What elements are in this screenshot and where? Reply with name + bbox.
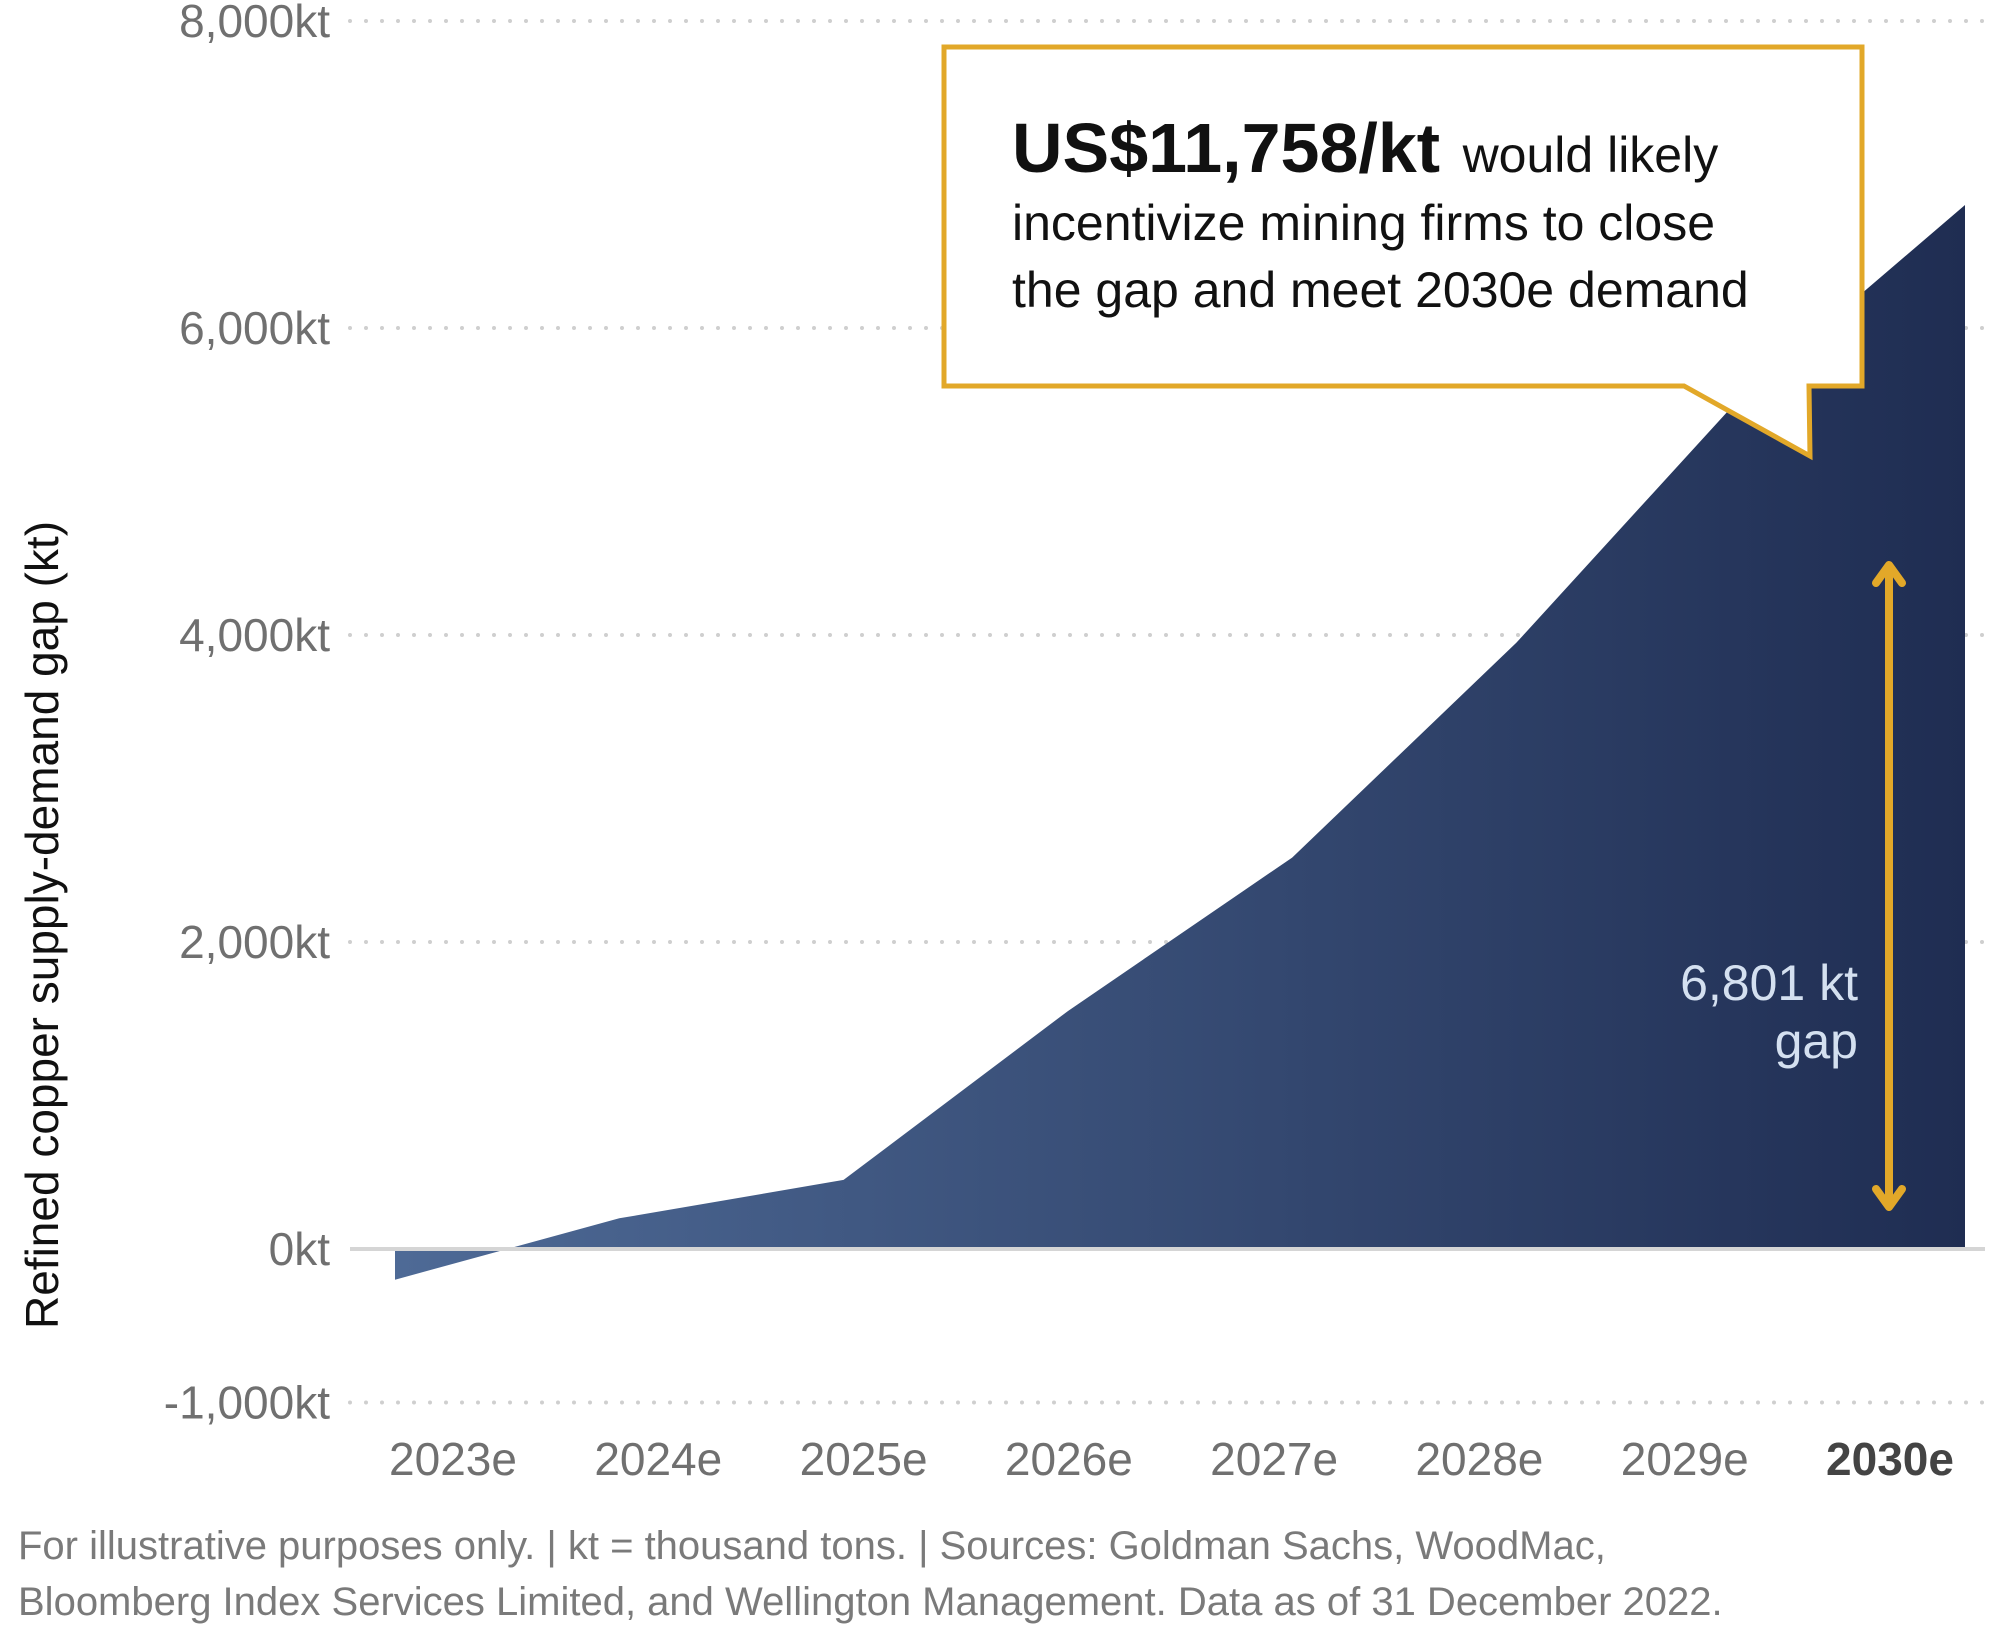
x-tick-label: 2030e bbox=[1826, 1433, 1954, 1485]
x-tick-label: 2025e bbox=[800, 1433, 928, 1485]
x-tick-label: 2027e bbox=[1210, 1433, 1338, 1485]
callout-line-1: US$11,758/kt would likely bbox=[1012, 109, 1718, 187]
y-tick-label: 0kt bbox=[269, 1223, 331, 1275]
x-tick-label: 2024e bbox=[594, 1433, 722, 1485]
gap-arrow-head-up bbox=[1872, 561, 1906, 587]
area-fill bbox=[395, 205, 1965, 1280]
y-axis: 8,000kt 6,000kt 4,000kt 2,000kt 0kt -1,000kt bbox=[164, 0, 330, 1429]
y-tick-label: 2,000kt bbox=[179, 916, 330, 968]
callout-line-1-rest: would likely bbox=[1462, 127, 1719, 183]
callout-bubble bbox=[941, 44, 1865, 461]
callout-box: US$11,758/kt would likely incentivize mi… bbox=[941, 44, 1865, 461]
x-axis: 2023e 2024e 2025e 2026e 2027e 2028e 2029e 2030e bbox=[389, 1433, 1954, 1485]
gap-arrow-head-down bbox=[1872, 1185, 1906, 1211]
callout-line-3: the gap and meet 2030e demand bbox=[1012, 262, 1749, 318]
y-tick-label: -1,000kt bbox=[164, 1377, 330, 1429]
gap-arrow bbox=[1872, 561, 1906, 1211]
y-tick-label: 8,000kt bbox=[179, 0, 330, 47]
gap-label: 6,801 kt gap bbox=[1680, 955, 1858, 1069]
callout-price: US$11,758/kt bbox=[1012, 109, 1440, 187]
y-tick-label: 4,000kt bbox=[179, 609, 330, 661]
gap-label-word: gap bbox=[1775, 1013, 1858, 1069]
callout-line-2: incentivize mining firms to close bbox=[1012, 195, 1715, 251]
area-series bbox=[395, 205, 1965, 1280]
y-axis-label: Refined copper supply-demand gap (kt) bbox=[16, 521, 68, 1329]
x-tick-label: 2029e bbox=[1621, 1433, 1749, 1485]
gap-label-value: 6,801 kt bbox=[1680, 955, 1858, 1011]
footnote: For illustrative purposes only. | kt = t… bbox=[18, 1518, 1993, 1630]
footnote-line-1: For illustrative purposes only. | kt = t… bbox=[18, 1524, 1606, 1568]
x-tick-label: 2026e bbox=[1005, 1433, 1133, 1485]
y-tick-label: 6,000kt bbox=[179, 302, 330, 354]
x-tick-label: 2023e bbox=[389, 1433, 517, 1485]
x-tick-label: 2028e bbox=[1415, 1433, 1543, 1485]
footnote-line-2: Bloomberg Index Services Limited, and We… bbox=[18, 1580, 1723, 1624]
